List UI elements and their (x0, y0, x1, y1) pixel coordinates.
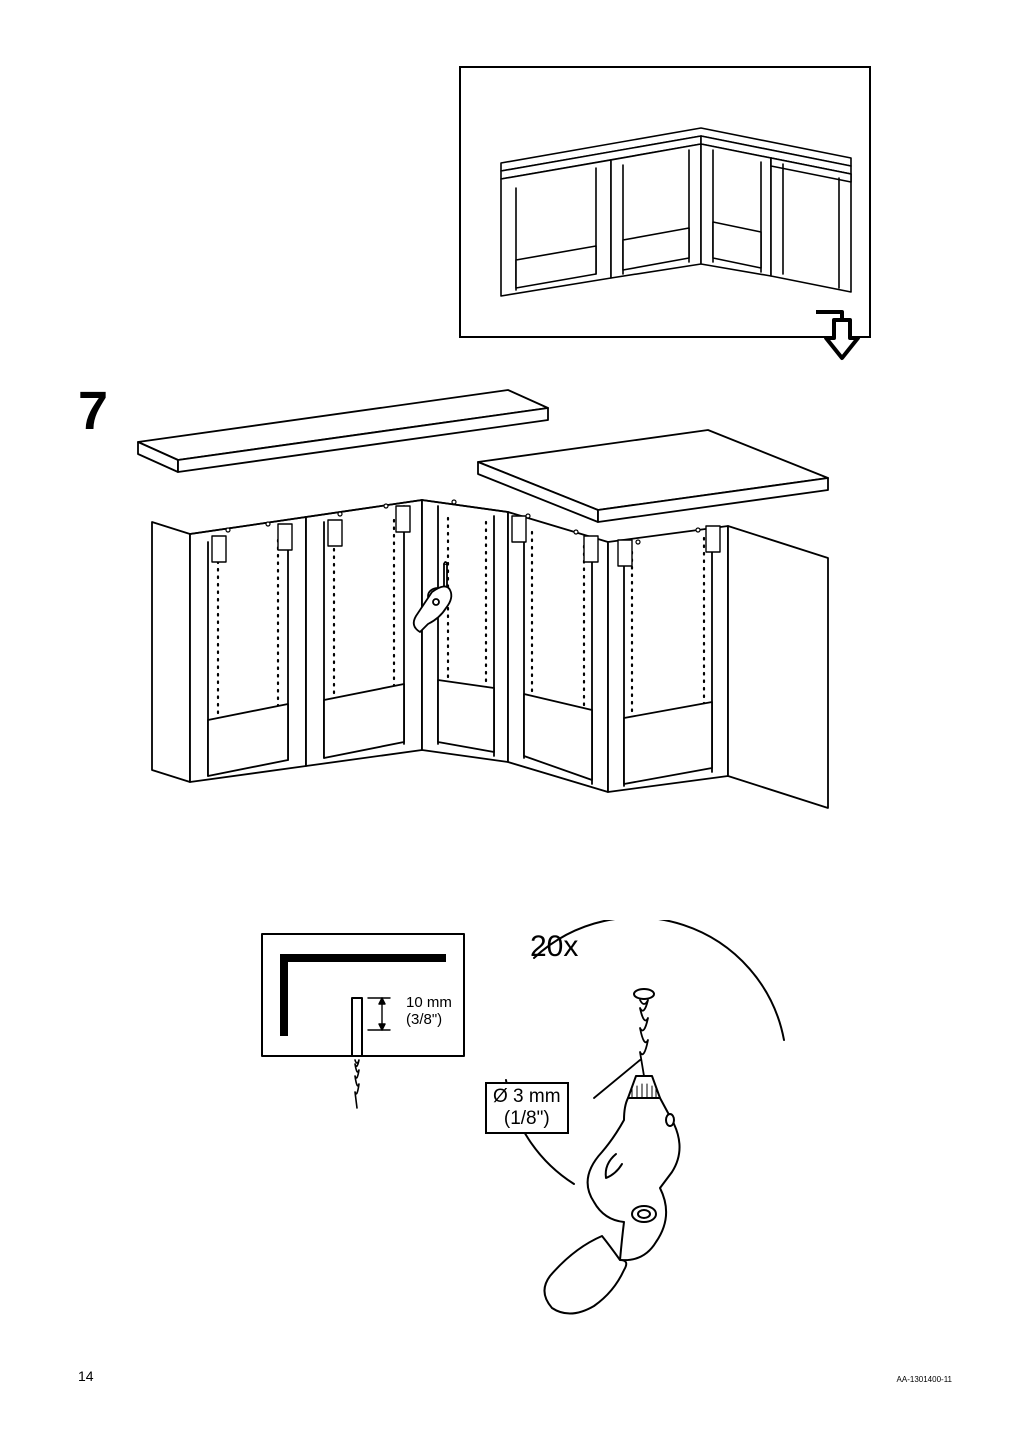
drill-depth-label: 10 mm (3/8") (406, 994, 452, 1029)
step-number: 7 (78, 380, 108, 442)
hole-count-label: 20x (530, 930, 578, 964)
main-illustration (108, 382, 868, 862)
down-arrow-icon (816, 300, 876, 380)
page-number: 14 (78, 1368, 94, 1384)
overview-box (459, 66, 871, 338)
page: 7 (0, 0, 1012, 1432)
diameter-mm: Ø 3 mm (493, 1086, 561, 1107)
depth-in: (3/8") (406, 1011, 442, 1028)
overview-illustration (461, 68, 869, 336)
drill-diameter-label: Ø 3 mm (1/8") (485, 1082, 569, 1134)
diameter-in: (1/8") (504, 1108, 550, 1129)
depth-mm: 10 mm (406, 994, 452, 1011)
document-id: AA-1301400-11 (897, 1375, 952, 1384)
